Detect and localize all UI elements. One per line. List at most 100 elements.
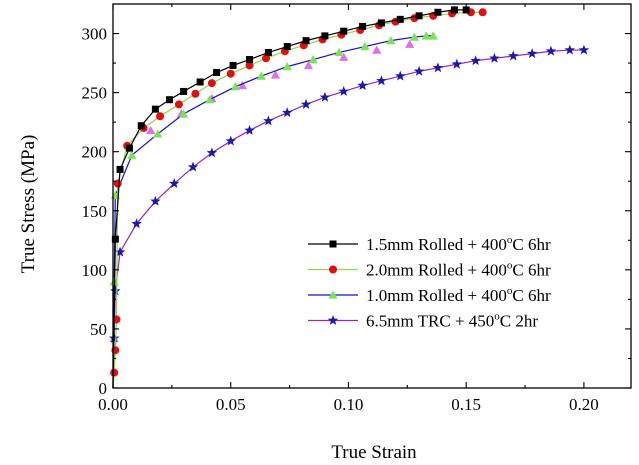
legend-marker (329, 240, 337, 248)
series-point (526, 48, 538, 59)
x-tick-label: 0.20 (569, 395, 599, 414)
y-tick-label: 200 (82, 143, 108, 162)
series-point (230, 82, 241, 91)
series-point (225, 135, 236, 146)
axes (112, 3, 632, 389)
series-point (450, 6, 458, 14)
series-point (262, 54, 271, 63)
series-point (125, 144, 133, 152)
x-tick-label: 0.00 (98, 395, 128, 414)
series-point (264, 48, 272, 56)
series-point (564, 44, 576, 55)
series-point (421, 31, 431, 40)
series-point (127, 150, 137, 159)
legend-marker (327, 315, 339, 325)
series-point (395, 70, 406, 81)
series-line (112, 35, 434, 389)
series-point (386, 36, 396, 45)
series-point (207, 79, 216, 88)
series-point (191, 89, 200, 98)
series-point (168, 178, 180, 189)
series-1 (111, 6, 470, 389)
series-point (409, 32, 419, 41)
series-point (246, 56, 254, 64)
series-point (244, 124, 255, 135)
legend-label: 1.0mm Rolled + 400oC 6hr (366, 285, 551, 305)
x-axis-title: True Strain (331, 442, 417, 463)
series-point (372, 45, 382, 54)
series-point (245, 61, 254, 70)
series-point (357, 80, 368, 90)
legend-label: 1.5mm Rolled + 400oC 6hr (366, 234, 551, 254)
series-point (180, 87, 188, 95)
series-point (319, 91, 331, 102)
series-point (151, 105, 159, 113)
series-point (508, 50, 519, 61)
series-3 (109, 31, 438, 389)
series-point (339, 52, 349, 61)
series-point (174, 100, 183, 109)
series-point (282, 107, 293, 118)
series-point (396, 15, 404, 23)
legend-entry: 1.5mm Rolled + 400oC 6hr (308, 234, 551, 254)
series-point (360, 41, 370, 51)
series-point (229, 61, 237, 69)
legend-label: 2.0mm Rolled + 400oC 6hr (366, 260, 551, 280)
series-point (321, 32, 329, 40)
legend-marker (329, 265, 337, 274)
series-point (166, 96, 174, 104)
series-point (303, 60, 314, 70)
series-point (137, 122, 145, 130)
legend-entry: 1.0mm Rolled + 400oC 6hr (308, 285, 551, 305)
series-point (156, 112, 165, 121)
series-point (114, 246, 126, 257)
y-tick-label: 250 (82, 84, 108, 103)
series-point (405, 39, 415, 48)
ticks: 0.00 0.05 0.10 0.15 0.20 0 50 100 150 200 250 300 (82, 4, 631, 414)
series-point (434, 8, 442, 16)
series-point (376, 75, 387, 86)
series-point (489, 52, 500, 63)
y-tick-label: 50 (90, 320, 107, 339)
series-point (340, 27, 348, 35)
y-tick-label: 0 (99, 379, 108, 398)
legend-marker (328, 290, 338, 299)
y-tick-label: 100 (82, 261, 108, 280)
series-point (263, 115, 274, 126)
x-tick-label: 0.05 (216, 395, 246, 414)
series-point (302, 37, 310, 45)
series-point (282, 62, 292, 71)
legend: 1.5mm Rolled + 400oC 6hr 2.0mm Rolled + 4… (308, 234, 551, 331)
series-point (131, 218, 142, 229)
series-point (213, 69, 221, 77)
series-point (413, 65, 425, 76)
series-point (179, 109, 189, 118)
y-tick-label: 150 (82, 202, 108, 221)
series-point (116, 165, 124, 173)
series-point (153, 129, 163, 138)
series-point (451, 58, 462, 69)
series-point (578, 44, 590, 55)
legend-entry: 6.5mm TRC + 450oC 2hr (308, 311, 538, 331)
series-point (428, 31, 438, 40)
series-point (206, 147, 218, 158)
series-2 (110, 8, 487, 389)
series-point (334, 47, 344, 57)
series-point (545, 45, 557, 56)
x-tick-label: 0.10 (334, 395, 364, 414)
legend-label: 6.5mm TRC + 450oC 2hr (366, 311, 538, 331)
plot-frame (112, 3, 632, 389)
series-point (110, 368, 119, 377)
series-point (359, 22, 367, 30)
series-point (226, 69, 235, 78)
series-point (432, 62, 444, 73)
y-tick-label: 300 (82, 25, 108, 44)
series-point (338, 85, 349, 96)
series-point (204, 95, 215, 104)
series-point (110, 285, 121, 296)
series-point (470, 55, 481, 66)
series-point (270, 70, 281, 79)
series-line (112, 11, 483, 389)
series-point (300, 98, 312, 109)
